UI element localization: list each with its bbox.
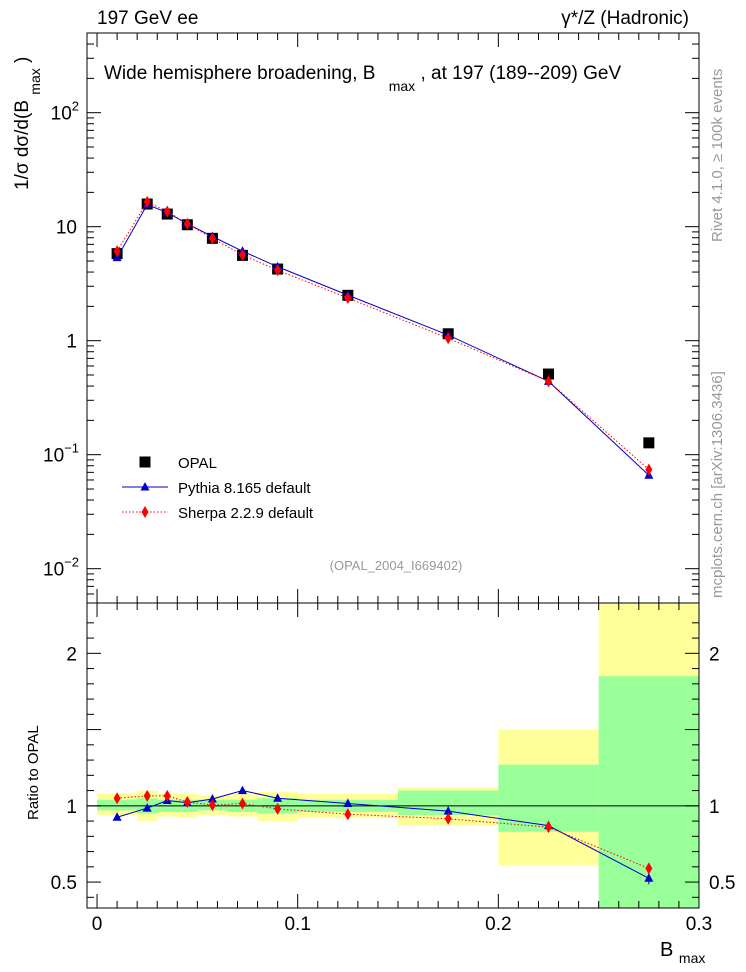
y-tick-exponent: −1 xyxy=(64,441,79,456)
series-opal xyxy=(111,198,655,449)
ratio-point-sherpa-2-2-9-default xyxy=(545,821,553,834)
main-y-axis-label: 1/σ dσ/d(B max ) xyxy=(12,57,45,190)
ratio-y-tick-label: 0.5 xyxy=(51,873,77,894)
ratio-frame xyxy=(86,602,700,909)
x-tick-label: 0.2 xyxy=(485,914,511,935)
plot-title-suffix: , at 197 (189--209) GeV xyxy=(420,63,621,84)
legend-marker xyxy=(139,456,151,468)
x-axis-label: B max xyxy=(660,939,705,966)
ratio-series-layer xyxy=(112,785,654,885)
ratio-point-pythia-8-165-default xyxy=(443,806,453,815)
series-line-pythia-8-165-default xyxy=(116,204,650,476)
ratio-point-sherpa-2-2-9-default xyxy=(143,789,151,802)
rivet-version-label: Rivet 4.1.0, ≥ 100k events xyxy=(709,69,726,242)
legend-entry: Pythia 8.165 default xyxy=(122,480,311,497)
y-label-main: 1/σ dσ/d(B xyxy=(12,100,33,190)
main-x-ticks xyxy=(96,33,700,603)
energy-label: 197 GeV ee xyxy=(97,8,198,29)
y-label-subscript: max xyxy=(27,68,43,94)
x-tick-label: 0.1 xyxy=(284,914,310,935)
ratio-y-tick-label: 1 xyxy=(66,797,77,818)
y-tick-exponent: −2 xyxy=(64,555,79,570)
ratio-point-pythia-8-165-default xyxy=(343,798,353,808)
legend-entry: OPAL xyxy=(139,455,217,472)
x-label-subscript: max xyxy=(679,950,705,966)
ratio-y-tick-label-right: 2 xyxy=(709,644,720,665)
data-point-sherpa-2-2-9-default xyxy=(113,245,121,258)
data-point-sherpa-2-2-9-default xyxy=(645,463,653,476)
analysis-watermark: (OPAL_2004_I669402) xyxy=(330,558,463,573)
ratio-point-sherpa-2-2-9-default xyxy=(183,796,191,809)
ratio-point-pythia-8-165-default xyxy=(142,803,152,812)
ratio-series-sherpa-2-2-9-default xyxy=(113,789,653,875)
ratio-y-tick-label-right: 1 xyxy=(709,797,720,818)
ratio-panel: 0.5 0.5 1 1 2 2 0 0.1 0.2 0.3 Ratio to OPAL B max xyxy=(25,602,735,966)
data-point-sherpa-2-2-9-default xyxy=(344,291,352,304)
y-label-suffix: ) xyxy=(12,57,33,63)
ratio-y-tick-label: 2 xyxy=(66,644,77,665)
x-tick-label: 0 xyxy=(92,914,103,935)
y-tick-label: 10−2 xyxy=(43,555,79,581)
legend-marker xyxy=(140,482,150,491)
ratio-point-sherpa-2-2-9-default xyxy=(645,862,653,875)
ratio-point-sherpa-2-2-9-default xyxy=(208,799,216,812)
x-tick-label: 0.3 xyxy=(686,914,712,935)
legend: OPAL Pythia 8.165 default Sherpa 2.2.9 def… xyxy=(122,455,314,522)
data-point-sherpa-2-2-9-default xyxy=(143,195,151,208)
plot-title-subscript: max xyxy=(389,78,415,94)
ratio-y-axis-label: Ratio to OPAL xyxy=(25,725,42,820)
ratio-point-pythia-8-165-default xyxy=(207,793,217,803)
legend-marker xyxy=(141,506,149,518)
band-green xyxy=(97,799,138,811)
y-tick-exponent: 2 xyxy=(72,99,79,114)
data-point-sherpa-2-2-9-default xyxy=(239,248,247,261)
data-point-sherpa-2-2-9-default xyxy=(274,264,282,277)
x-label-main: B xyxy=(660,939,673,961)
ratio-point-sherpa-2-2-9-default xyxy=(444,812,452,825)
y-tick-base: 10 xyxy=(43,560,64,581)
y-tick-base: 10 xyxy=(51,104,72,125)
data-point-sherpa-2-2-9-default xyxy=(163,205,171,218)
main-series-layer xyxy=(111,195,655,479)
ratio-point-pythia-8-165-default xyxy=(238,785,248,795)
y-tick-base: 10 xyxy=(56,218,77,239)
data-point-opal xyxy=(543,368,555,380)
data-point-sherpa-2-2-9-default xyxy=(208,232,216,245)
plot-title: Wide hemisphere broadening, B max , at 1… xyxy=(104,63,621,96)
ratio-point-pythia-8-165-default xyxy=(644,873,654,882)
y-tick-label: 102 xyxy=(51,99,79,125)
ratio-point-sherpa-2-2-9-default xyxy=(274,802,282,815)
legend-label: Sherpa 2.2.9 default xyxy=(178,505,314,522)
mcplots-label: mcplots.cern.ch [arXiv:1306.3436] xyxy=(709,371,726,598)
series-sherpa-2-2-9-default xyxy=(113,195,653,476)
process-label: γ*/Z (Hadronic) xyxy=(561,8,689,29)
data-point-sherpa-2-2-9-default xyxy=(545,375,553,388)
ratio-point-sherpa-2-2-9-default xyxy=(344,808,352,821)
y-tick-base: 1 xyxy=(66,332,77,353)
legend-entry: Sherpa 2.2.9 default xyxy=(122,505,314,522)
plot-title-main: Wide hemisphere broadening, B xyxy=(104,63,375,84)
ratio-point-pythia-8-165-default xyxy=(273,793,283,802)
series-pythia-8-165-default xyxy=(112,199,654,479)
data-point-opal xyxy=(643,437,655,449)
y-tick-label: 1 xyxy=(66,332,77,353)
ratio-point-sherpa-2-2-9-default xyxy=(113,792,121,805)
series-line-sherpa-2-2-9-default xyxy=(116,201,650,470)
y-tick-label: 10 xyxy=(56,218,77,239)
ratio-point-sherpa-2-2-9-default xyxy=(239,797,247,810)
ratio-point-pythia-8-165-default xyxy=(112,812,122,821)
ratio-point-sherpa-2-2-9-default xyxy=(163,789,171,802)
y-tick-base: 10 xyxy=(43,446,64,467)
legend-label: Pythia 8.165 default xyxy=(178,480,311,497)
data-point-sherpa-2-2-9-default xyxy=(183,217,191,230)
ratio-ticks: 0.5 0.5 1 1 2 2 0 0.1 0.2 0.3 xyxy=(51,603,735,935)
legend-label: OPAL xyxy=(178,455,217,472)
ratio-y-tick-label-right: 0.5 xyxy=(709,873,735,894)
y-tick-label: 10−1 xyxy=(43,441,79,467)
ratio-uncertainty-bands xyxy=(97,603,699,908)
data-point-sherpa-2-2-9-default xyxy=(444,332,452,345)
